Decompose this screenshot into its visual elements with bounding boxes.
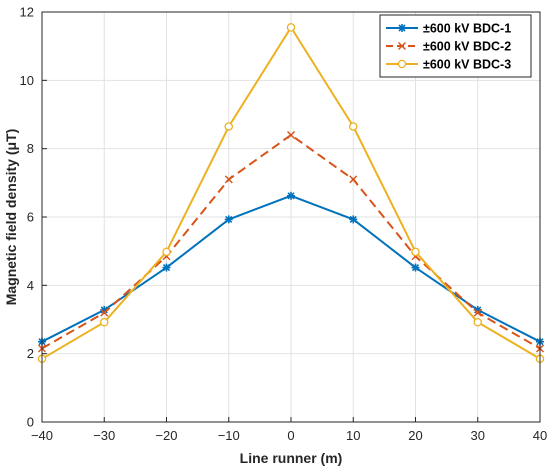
x-tick-label: −10 xyxy=(218,428,240,443)
y-tick-label: 8 xyxy=(27,141,34,156)
legend-entry-3: ±600 kV BDC-3 xyxy=(386,58,511,72)
legend-marker xyxy=(398,42,406,50)
x-tick-label: −40 xyxy=(31,428,53,443)
series-2 xyxy=(38,131,544,353)
x-tick-label: 30 xyxy=(471,428,485,443)
legend-marker xyxy=(398,24,406,32)
series-3-point xyxy=(100,317,109,327)
x-tick-label: −30 xyxy=(93,428,115,443)
series-3-point xyxy=(473,317,482,327)
y-axis-label: Magnetic field density (μT) xyxy=(3,129,19,306)
series-3-point xyxy=(224,122,233,131)
series-1-point xyxy=(287,191,295,200)
y-tick-label: 6 xyxy=(27,210,34,225)
legend-entry-1: ±600 kV BDC-1 xyxy=(386,22,511,36)
series-3-point xyxy=(162,247,171,257)
series-2-point xyxy=(100,308,109,317)
series-2-point xyxy=(473,308,482,317)
x-tick-label: −20 xyxy=(155,428,177,443)
series-1-point xyxy=(224,215,233,224)
series-3 xyxy=(37,23,545,364)
x-tick-label: 10 xyxy=(346,428,360,443)
y-tick-label: 4 xyxy=(27,278,34,293)
series-3-point xyxy=(411,247,420,257)
y-tick-label: 0 xyxy=(27,415,34,430)
series-1-point xyxy=(411,263,420,272)
series-1 xyxy=(38,191,544,346)
series-1-point xyxy=(162,263,171,272)
x-tick-label: 20 xyxy=(408,428,422,443)
legend-label: ±600 kV BDC-1 xyxy=(423,22,511,36)
series-3-point xyxy=(286,23,296,32)
legend-label: ±600 kV BDC-2 xyxy=(423,40,511,54)
legend: ±600 kV BDC-1 ±600 kV BDC-2 ±600 kV BDC-3 xyxy=(379,14,532,78)
series-3-point xyxy=(348,122,358,131)
series-2-line xyxy=(41,134,541,350)
x-axis-label: Line runner (m) xyxy=(240,450,343,466)
y-tick-label: 2 xyxy=(27,346,34,361)
y-tick-label: 12 xyxy=(20,5,34,20)
series-1-point xyxy=(349,215,358,224)
series-2-point xyxy=(349,175,358,184)
x-tick-label: 0 xyxy=(287,428,294,443)
axis-ticks: −40 −30 −20 −10 0 10 20 30 40 0 2 4 6 8 10 12 xyxy=(20,5,548,444)
legend-label: ±600 kV BDC-3 xyxy=(423,58,511,72)
series-2-point xyxy=(224,175,233,184)
legend-entry-2: ±600 kV BDC-2 xyxy=(386,40,511,54)
legend-marker xyxy=(397,59,407,69)
series-2-point xyxy=(287,131,295,139)
series-group xyxy=(37,23,545,364)
x-tick-label: 40 xyxy=(533,428,547,443)
y-tick-label: 10 xyxy=(20,73,34,88)
